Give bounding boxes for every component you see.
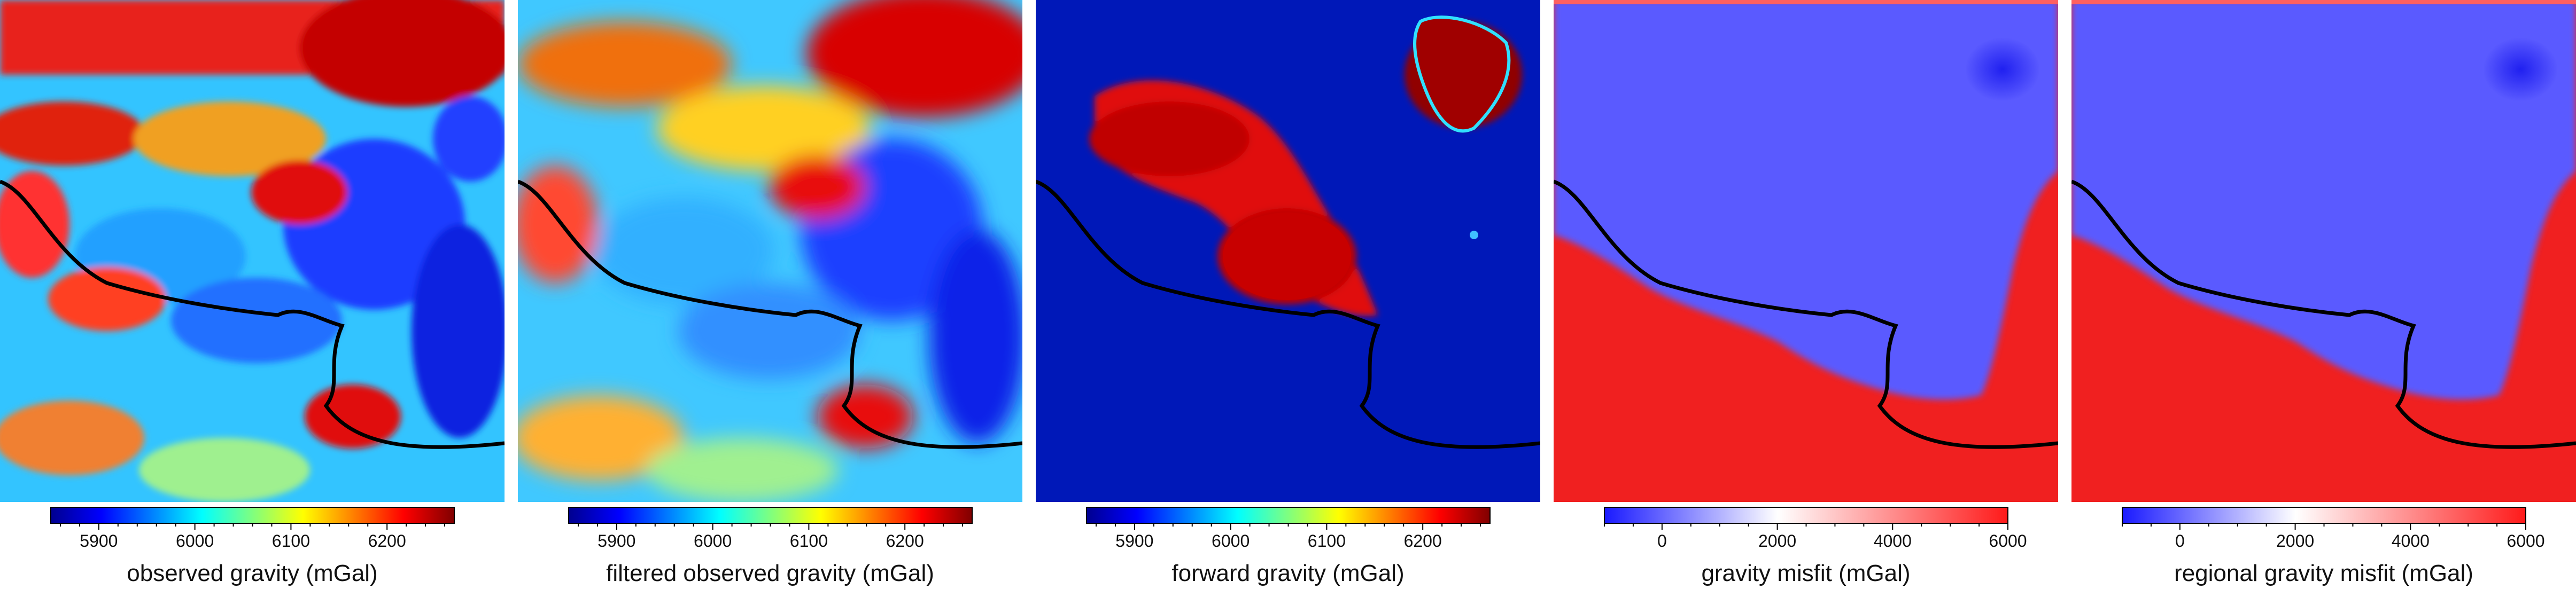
colorbar-tick-label: 6200 (1404, 531, 1442, 551)
coastline-line (1036, 179, 1540, 449)
colorbar-tick-label: 2000 (2276, 531, 2314, 551)
colorbar-tick-labels: 5900 6000 6100 6200 (1115, 531, 1441, 551)
colorbar-tick-label: 6200 (886, 531, 924, 551)
colorbar-tick-label: 6000 (1212, 531, 1250, 551)
colorbar-tick-label: 4000 (1874, 531, 1912, 551)
colorbar-tick-label: 6000 (694, 531, 732, 551)
map-gravity-misfit (1554, 0, 2058, 502)
colorbar-tick-label: 4000 (2392, 531, 2430, 551)
colorbar-bar (568, 507, 973, 524)
map-filtered-observed-gravity (518, 0, 1022, 502)
colorbar-tick-label: 6000 (1989, 531, 2027, 551)
coastline-line (518, 179, 1022, 449)
panel-regional-gravity-misfit: 0 2000 4000 6000 regional gravity misfit (m… (2071, 0, 2576, 589)
coastline-line (1554, 179, 2058, 449)
colorbar-tick-label: 5900 (1115, 531, 1153, 551)
colorbar-bar (50, 507, 455, 524)
colorbar-tick-label: 0 (2175, 531, 2185, 551)
panel-observed-gravity: 5900 6000 6100 6200 observed gravity (mGal) (0, 0, 505, 589)
colorbar: 0 2000 4000 6000 regional gravity misfit (m… (2122, 507, 2545, 586)
panel-gravity-misfit: 0 2000 4000 6000 gravity misfit (mGal) (1554, 0, 2058, 589)
colorbar-ticks (1604, 523, 2008, 530)
colorbar-bar (2122, 507, 2526, 524)
colorbar-tick-label: 6100 (790, 531, 828, 551)
coastline-line (2071, 179, 2576, 449)
map-forward-gravity (1036, 0, 1540, 502)
colorbar-tick-label: 6100 (272, 531, 310, 551)
chart-svg: 5900 6000 6100 6200 observed gravity (mGal) (0, 0, 505, 586)
map-observed-gravity (0, 0, 505, 502)
colorbar: 5900 6000 6100 6200 filtered observed gravi… (568, 507, 973, 586)
colorbar-label: gravity misfit (mGal) (1701, 560, 1910, 586)
chart-svg: 5900 6000 6100 6200 filtered observed gravi… (518, 0, 1022, 586)
colorbar: 5900 6000 6100 6200 forward gravity (mGal) (1086, 507, 1491, 586)
colorbar: 5900 6000 6100 6200 observed gravity (mGal) (50, 507, 455, 586)
chart-svg: 5900 6000 6100 6200 forward gravity (mGal) (1036, 0, 1540, 586)
colorbar-bar (1604, 507, 2008, 524)
map-regional-gravity-misfit (2071, 0, 2576, 502)
colorbar-tick-labels: 0 2000 4000 6000 (1657, 531, 2027, 551)
colorbar-ticks (2122, 523, 2526, 530)
panel-forward-gravity: 5900 6000 6100 6200 forward gravity (mGal) (1036, 0, 1540, 589)
colorbar-tick-labels: 5900 6000 6100 6200 (598, 531, 924, 551)
colorbar-tick-label: 0 (1657, 531, 1667, 551)
colorbar-label: filtered observed gravity (mGal) (606, 560, 934, 586)
colorbar-label: observed gravity (mGal) (127, 560, 377, 586)
colorbar-ticks (59, 523, 446, 530)
chart-svg: 0 2000 4000 6000 gravity misfit (mGal) (1554, 0, 2058, 586)
colorbar-label: forward gravity (mGal) (1171, 560, 1404, 586)
colorbar-ticks (577, 523, 964, 530)
colorbar-tick-label: 6000 (2507, 531, 2544, 551)
colorbar-tick-label: 5900 (80, 531, 118, 551)
colorbar-label: regional gravity misfit (mGal) (2174, 560, 2473, 586)
colorbar-tick-label: 2000 (1758, 531, 1796, 551)
colorbar-tick-label: 6100 (1308, 531, 1346, 551)
colorbar-tick-label: 5900 (598, 531, 635, 551)
colorbar-bar (1086, 507, 1491, 524)
chart-svg: 0 2000 4000 6000 regional gravity misfit (m… (2071, 0, 2576, 586)
colorbar-tick-label: 6200 (368, 531, 406, 551)
colorbar-tick-labels: 0 2000 4000 6000 (2175, 531, 2545, 551)
colorbar-tick-label: 6000 (176, 531, 214, 551)
colorbar-tick-labels: 5900 6000 6100 6200 (80, 531, 406, 551)
panel-filtered-observed-gravity: 5900 6000 6100 6200 filtered observed gravi… (518, 0, 1022, 589)
colorbar-ticks (1095, 523, 1481, 530)
coastline-line (0, 179, 505, 449)
colorbar: 0 2000 4000 6000 gravity misfit (mGal) (1604, 507, 2027, 586)
